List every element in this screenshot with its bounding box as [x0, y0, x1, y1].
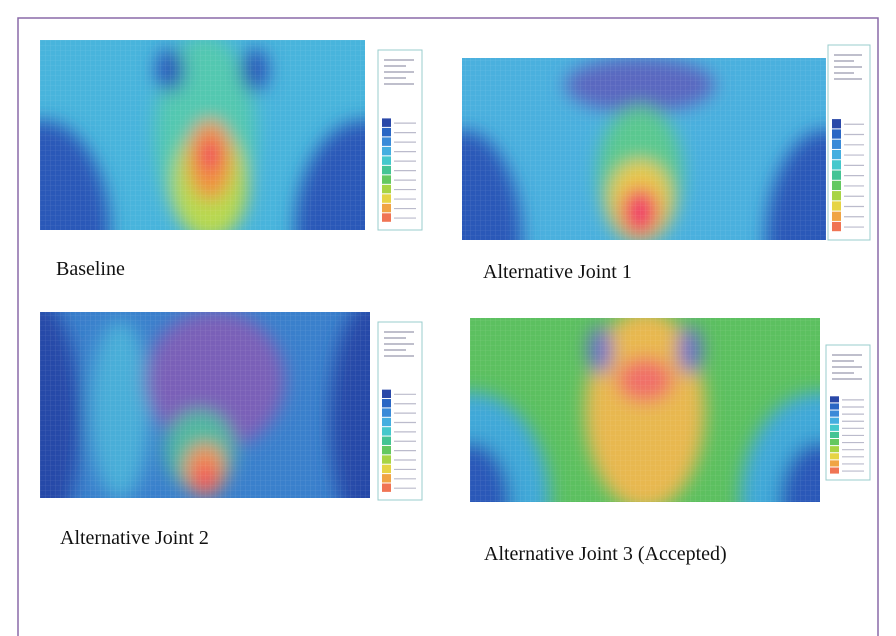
legend-swatch [382, 204, 391, 212]
contour-image [390, 310, 896, 612]
legend-swatch [382, 390, 391, 398]
legend-swatch [382, 147, 391, 155]
legend-swatch [382, 175, 391, 183]
legend-swatch [382, 137, 391, 145]
legend-swatch [832, 150, 841, 159]
legend-swatch [382, 185, 391, 193]
legend-swatch [382, 408, 391, 416]
legend-swatch [832, 181, 841, 190]
legend-swatch [382, 474, 391, 482]
caption: Alternative Joint 3 (Accepted) [484, 543, 727, 565]
legend-swatch [382, 194, 391, 202]
legend-swatch [830, 418, 839, 424]
legend-swatch [830, 411, 839, 417]
legend-swatch [382, 213, 391, 221]
legend-swatch [830, 467, 839, 473]
legend-swatch [382, 118, 391, 126]
legend-swatch [832, 160, 841, 169]
legend-swatch [382, 399, 391, 407]
legend-swatch [382, 418, 391, 426]
legend-swatch [382, 156, 391, 164]
legend-swatch [382, 465, 391, 473]
legend-swatch [830, 460, 839, 466]
legend-swatch [832, 171, 841, 180]
legend-swatch [382, 166, 391, 174]
contour-legend [826, 345, 870, 480]
contour-legend [378, 50, 422, 230]
legend-swatch [830, 446, 839, 452]
caption: Baseline [56, 258, 125, 280]
legend-swatch [830, 439, 839, 445]
contour-image [0, 300, 410, 540]
legend-swatch [382, 446, 391, 454]
legend-swatch [830, 453, 839, 459]
contour-legend [378, 322, 422, 500]
legend-swatch [830, 425, 839, 431]
legend-swatch [830, 432, 839, 438]
figure: Baseline Alternative Joint 1 Alternativ [0, 0, 896, 636]
contour-image [402, 57, 886, 350]
legend-swatch [382, 483, 391, 491]
legend-swatch [832, 201, 841, 210]
caption: Alternative Joint 1 [483, 261, 632, 283]
legend-swatch [382, 455, 391, 463]
contour-legend [828, 45, 870, 240]
legend-swatch [382, 128, 391, 136]
caption: Alternative Joint 2 [60, 527, 209, 549]
legend-swatch [830, 403, 839, 409]
legend-swatch [382, 437, 391, 445]
legend-swatch [832, 191, 841, 200]
legend-swatch [832, 119, 841, 128]
legend-swatch [832, 212, 841, 221]
legend-swatch [832, 222, 841, 231]
legend-swatch [832, 140, 841, 149]
contour-image [0, 35, 435, 340]
legend-swatch [830, 396, 839, 402]
legend-swatch [382, 427, 391, 435]
legend-swatch [832, 129, 841, 138]
